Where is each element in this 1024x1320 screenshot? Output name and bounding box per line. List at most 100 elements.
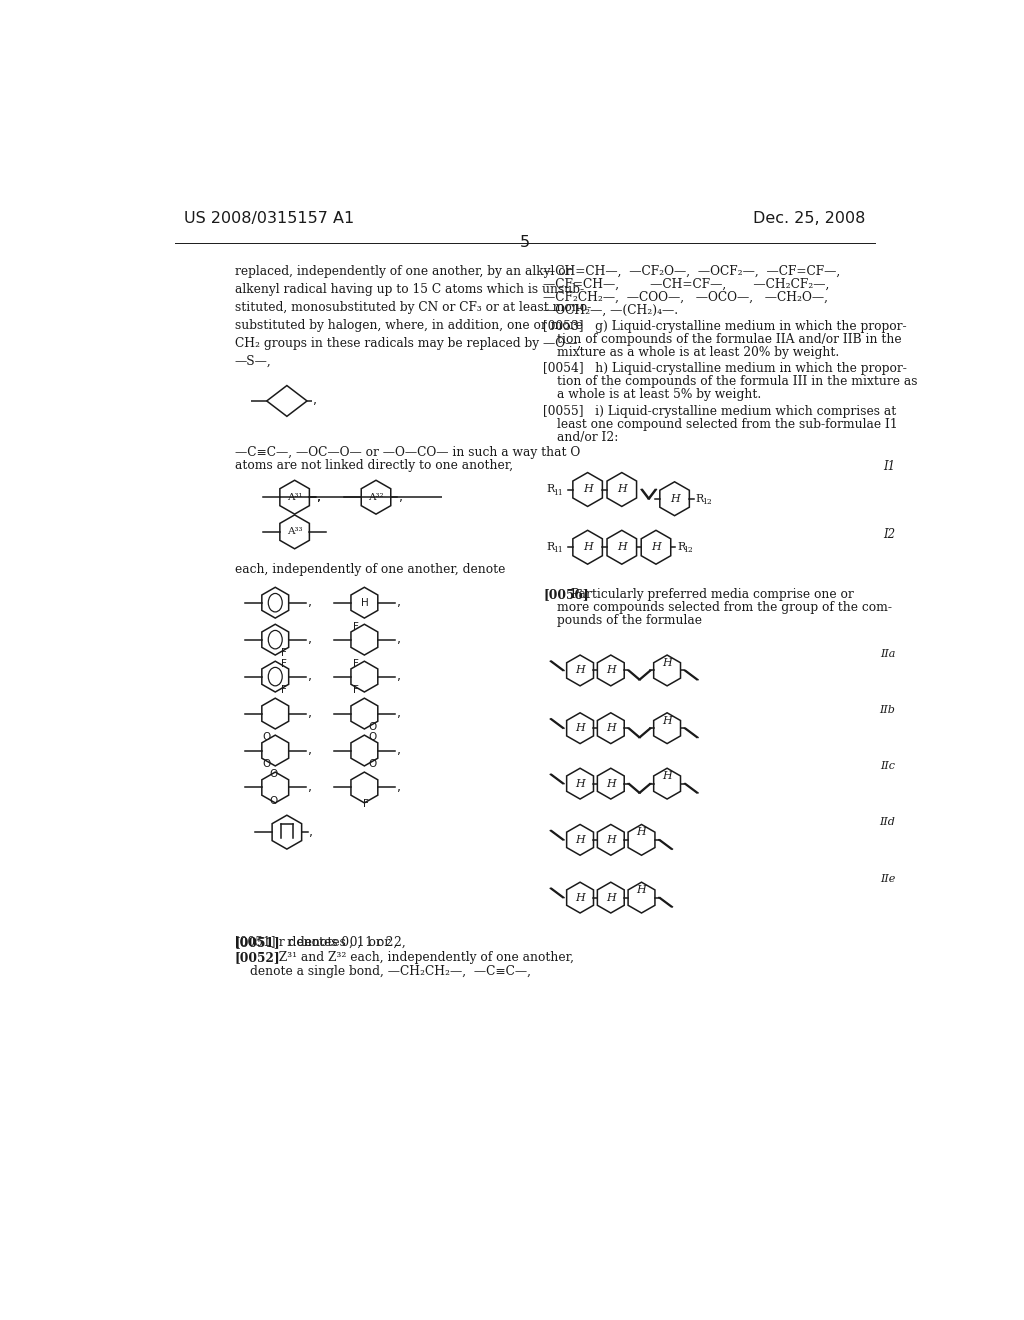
Text: 5: 5 [520,235,529,251]
Text: O: O [369,722,377,731]
Text: H: H [663,771,672,781]
Text: H: H [606,892,615,903]
Text: IIe: IIe [880,875,895,884]
Text: ,: , [309,825,313,838]
Text: H: H [583,543,593,552]
Text: H: H [575,834,585,845]
Text: A³¹: A³¹ [287,492,302,502]
Text: IId: IId [880,817,895,826]
Text: H: H [670,494,680,504]
Text: [0054]   h) Liquid-crystalline medium in which the propor-: [0054] h) Liquid-crystalline medium in w… [544,362,907,375]
Text: ,: , [397,671,401,684]
Text: ,: , [308,708,312,721]
Text: Dec. 25, 2008: Dec. 25, 2008 [754,211,866,226]
Text: —C≡C—, —OC—O— or —O—CO— in such a way that O: —C≡C—, —OC—O— or —O—CO— in such a way th… [234,446,581,459]
Text: H: H [583,484,593,495]
Text: ,: , [317,491,322,504]
Text: H: H [575,892,585,903]
Text: [0051]   r denotes 0, 1 or 2,: [0051] r denotes 0, 1 or 2, [234,936,406,949]
Text: [0052]: [0052] [234,952,281,965]
Text: F: F [353,685,358,694]
Text: more compounds selected from the group of the com-: more compounds selected from the group o… [557,601,892,614]
Text: [0051]: [0051] [234,936,281,949]
Text: I1: I1 [883,461,895,474]
Text: O: O [262,733,271,742]
Text: F: F [362,800,369,809]
Text: ,: , [308,744,312,758]
Text: A³²: A³² [369,492,384,502]
Text: mixture as a whole is at least 20% by weight.: mixture as a whole is at least 20% by we… [557,346,840,359]
Text: and/or I2:: and/or I2: [557,430,618,444]
Text: F: F [281,659,287,668]
Text: H: H [606,665,615,676]
Text: [0056]: [0056] [544,589,589,601]
Text: O: O [269,768,278,779]
Text: —CF₂CH₂—,  —COO—,   —OCO—,   —CH₂O—,: —CF₂CH₂—, —COO—, —OCO—, —CH₂O—, [544,290,828,304]
Text: H: H [637,884,646,895]
Text: R: R [695,494,703,504]
Text: O: O [269,796,278,807]
Text: F: F [281,648,287,657]
Text: F: F [281,685,287,694]
Text: ,: , [397,708,401,721]
Text: a whole is at least 5% by weight.: a whole is at least 5% by weight. [557,388,762,401]
Text: 12: 12 [683,546,693,554]
Text: O: O [262,759,271,768]
Text: R: R [547,484,555,495]
Text: IIb: IIb [880,705,895,715]
Text: tion of compounds of the formulae IIA and/or IIB in the: tion of compounds of the formulae IIA an… [557,333,902,346]
Text: Z³¹ and Z³² each, independently of one another,: Z³¹ and Z³² each, independently of one a… [271,952,574,965]
Text: ,: , [397,634,401,647]
Text: F: F [353,659,358,668]
Text: F: F [353,622,358,631]
Text: ,: , [313,395,317,408]
Text: [0055]   i) Liquid-crystalline medium which comprises at: [0055] i) Liquid-crystalline medium whic… [544,405,897,418]
Text: H: H [360,598,369,607]
Text: IIc: IIc [881,762,895,771]
Text: pounds of the formulae: pounds of the formulae [557,614,702,627]
Text: H: H [575,779,585,788]
Text: H: H [575,723,585,733]
Text: ,: , [308,634,312,647]
Text: [0053]   g) Liquid-crystalline medium in which the propor-: [0053] g) Liquid-crystalline medium in w… [544,321,907,333]
Text: H: H [616,484,627,495]
Text: ,: , [308,597,312,610]
Text: least one compound selected from the sub-formulae I1: least one compound selected from the sub… [557,418,898,430]
Text: ,: , [398,491,402,504]
Text: I2: I2 [883,528,895,541]
Text: R: R [547,543,555,552]
Text: atoms are not linked directly to one another,: atoms are not linked directly to one ano… [234,459,513,473]
Text: each, independently of one another, denote: each, independently of one another, deno… [234,562,505,576]
Text: Particularly preferred media comprise one or: Particularly preferred media comprise on… [571,589,854,601]
Text: H: H [663,715,672,726]
Text: tion of the compounds of the formula III in the mixture as: tion of the compounds of the formula III… [557,375,918,388]
Text: ,: , [397,781,401,795]
Text: r denotes 0, 1 or 2,: r denotes 0, 1 or 2, [271,936,397,949]
Text: —OCH₂—, —(CH₂)₄—.: —OCH₂—, —(CH₂)₄—. [544,304,679,317]
Text: R: R [677,543,685,552]
Text: US 2008/0315157 A1: US 2008/0315157 A1 [183,211,354,226]
Text: 12: 12 [701,498,712,506]
Text: H: H [616,543,627,552]
Text: —CH=CH—,  —CF₂O—,  —OCF₂—,  —CF=CF—,: —CH=CH—, —CF₂O—, —OCF₂—, —CF=CF—, [544,264,841,277]
Text: ,: , [308,781,312,795]
Text: H: H [575,665,585,676]
Text: O: O [369,733,377,742]
Text: A³³: A³³ [287,528,302,536]
Text: denote a single bond, —CH₂CH₂—,  —C≡C—,: denote a single bond, —CH₂CH₂—, —C≡C—, [251,965,531,978]
Text: H: H [651,543,660,552]
Text: O: O [369,759,377,768]
Text: ,: , [397,744,401,758]
Text: H: H [637,828,646,837]
Text: 11: 11 [553,546,562,554]
Text: H: H [606,723,615,733]
Text: H: H [606,779,615,788]
Text: ,: , [308,671,312,684]
Text: H: H [606,834,615,845]
Text: H: H [663,657,672,668]
Text: ,: , [397,597,401,610]
Text: —CF=CH—,        —CH=CF—,       —CH₂CF₂—,: —CF=CH—, —CH=CF—, —CH₂CF₂—, [544,277,829,290]
Text: 11: 11 [553,488,562,496]
Text: IIa: IIa [880,649,895,659]
Text: ,: , [317,491,322,504]
